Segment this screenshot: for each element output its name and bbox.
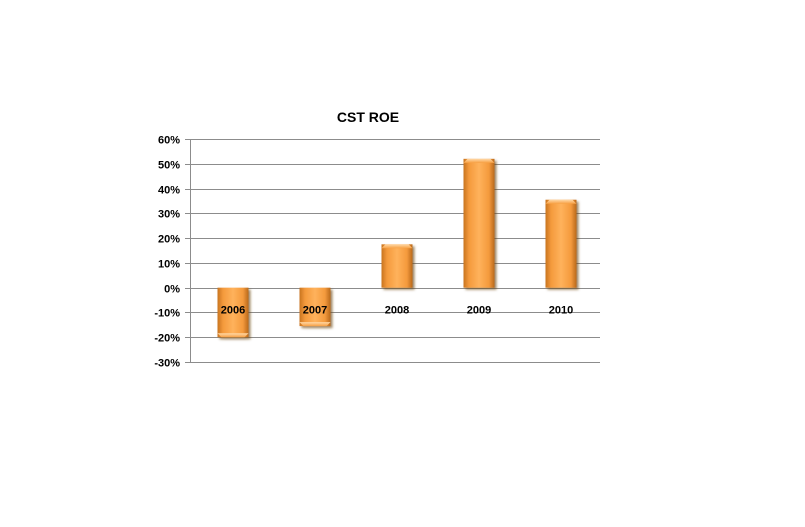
- x-category-label-2006: 2006: [221, 305, 245, 317]
- y-tick-label: 40%: [158, 185, 180, 197]
- bar-2008: [381, 244, 413, 288]
- bar-body-2009: [463, 158, 495, 288]
- y-tick-label: -10%: [154, 308, 180, 320]
- bar-2007: [299, 287, 331, 327]
- bar-body-2008: [381, 244, 413, 288]
- bar-body-2010: [545, 199, 577, 288]
- bar-bevel-2006: [217, 333, 249, 338]
- y-tick-label: 20%: [158, 234, 180, 246]
- bar-bevel-2007: [299, 322, 331, 327]
- x-category-label-2008: 2008: [385, 305, 409, 317]
- chart-title: CST ROE: [337, 109, 399, 125]
- bar-2006: [217, 287, 249, 338]
- y-axis-tick-labels: 60% 50% 40% 30% 20% 10% 0% -10% -20% -30%: [154, 135, 180, 370]
- x-axis-category-labels: 2006 2007 2008 2009 2010: [221, 305, 573, 317]
- x-category-label-2007: 2007: [303, 305, 327, 317]
- y-tick-label: 50%: [158, 160, 180, 172]
- y-tick-label: 0%: [164, 284, 180, 296]
- bar-body-2007: [299, 287, 331, 327]
- y-tick-label: 10%: [158, 259, 180, 271]
- bar-bevel-2010: [545, 199, 577, 204]
- bar-body-2006: [217, 287, 249, 338]
- y-tick-label: -30%: [154, 358, 180, 370]
- x-category-label-2009: 2009: [467, 305, 491, 317]
- y-tick-label: -20%: [154, 333, 180, 345]
- bar-bevel-2009: [463, 158, 495, 163]
- bar-2009: [463, 158, 495, 288]
- y-tick-label: 30%: [158, 209, 180, 221]
- y-tick-label: 60%: [158, 135, 180, 147]
- x-category-label-2010: 2010: [549, 305, 573, 317]
- bar-bevel-2008: [381, 244, 413, 249]
- bars: [217, 158, 577, 338]
- bar-2010: [545, 199, 577, 288]
